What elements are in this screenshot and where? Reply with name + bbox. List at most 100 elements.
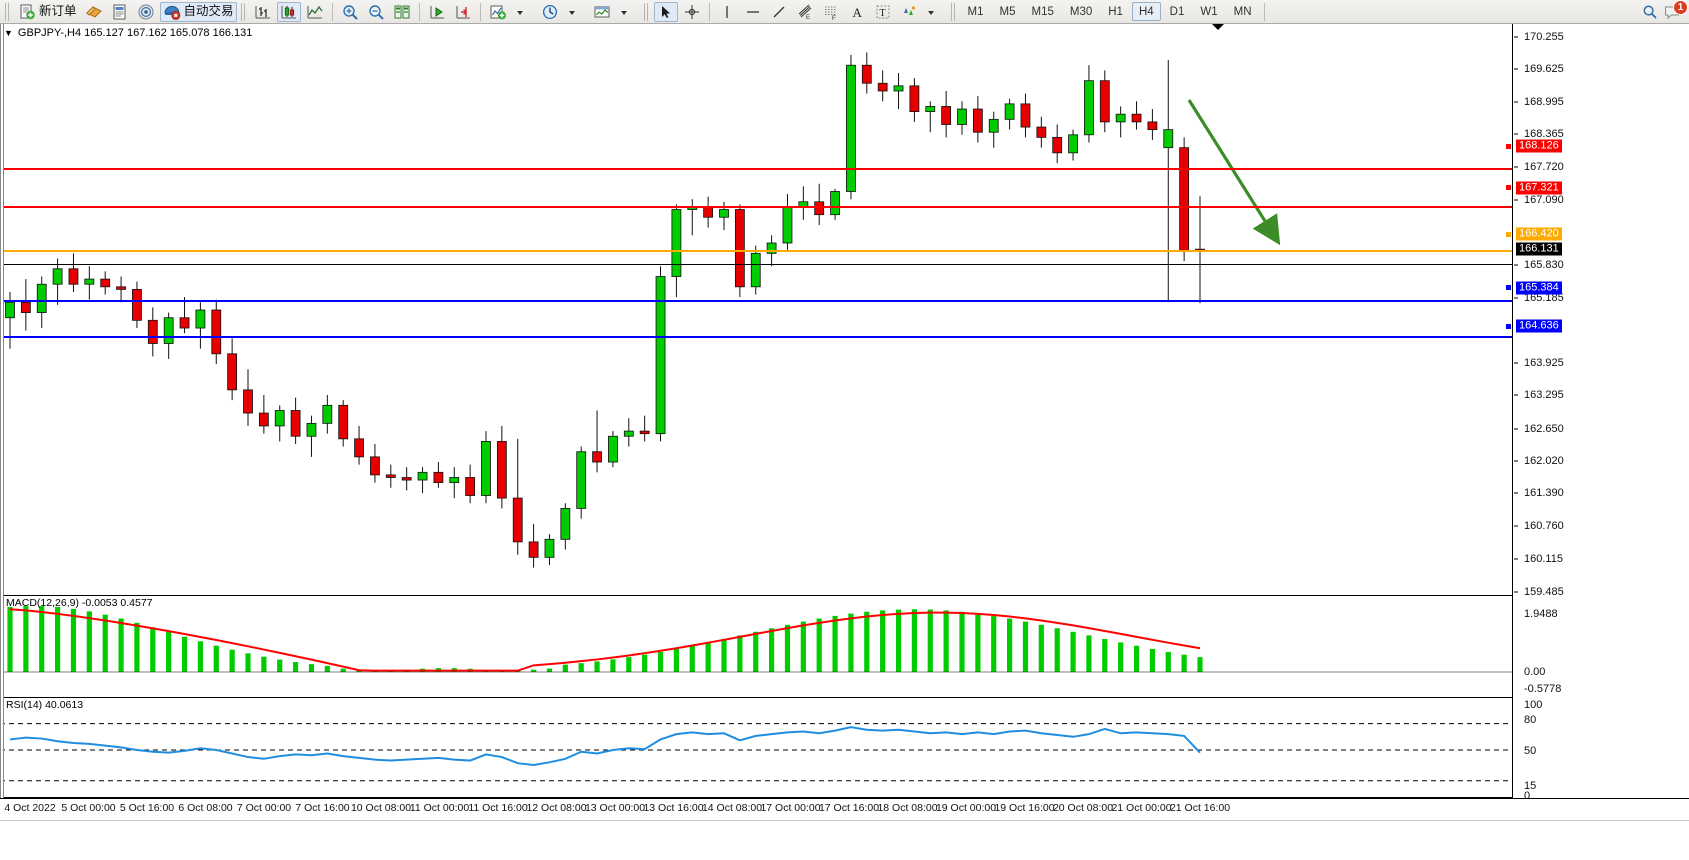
period-dropdown-button[interactable]: [564, 2, 588, 22]
time-axis-label: 17 Oct 16:00: [818, 802, 880, 814]
price-tick-mark: [1514, 394, 1518, 396]
expert-advisor-button[interactable]: [82, 2, 106, 22]
shapes-dropdown-button[interactable]: [923, 2, 947, 22]
text-label-icon: T: [874, 3, 892, 21]
shapes-icon: [900, 3, 918, 21]
price-tick-label: 168.365: [1524, 128, 1564, 141]
signals-button[interactable]: [134, 2, 158, 22]
timeframe-m1[interactable]: M1: [967, 5, 984, 18]
horizontal-line-icon: [744, 3, 762, 21]
trendline-button[interactable]: [767, 2, 791, 22]
auto-scroll-icon: [428, 3, 446, 21]
timeframe-d1[interactable]: D1: [1169, 5, 1185, 18]
time-axis-label: 21 Oct 00:00: [1111, 802, 1172, 814]
price-tick-mark: [1514, 558, 1518, 560]
price-tag-support[interactable]: 164.636: [1516, 319, 1562, 333]
price-tick-mark: [1514, 428, 1518, 430]
level-handle-resistance[interactable]: [1505, 142, 1512, 150]
data-window-button[interactable]: [108, 2, 132, 22]
zoom-out-button[interactable]: [364, 2, 388, 22]
price-tag-pivot[interactable]: 166.420: [1516, 227, 1562, 241]
templates-button[interactable]: [590, 2, 614, 22]
level-handle-resistance[interactable]: [1505, 184, 1512, 192]
auto-trading-label: 自动交易: [183, 4, 234, 19]
expert-advisor-icon: [85, 3, 103, 21]
collapse-arrow-icon[interactable]: ▼: [4, 27, 13, 38]
macd-pane[interactable]: MACD(12,26,9) -0.0053 0.4577: [0, 596, 1513, 698]
chart-shift-button[interactable]: [390, 2, 414, 22]
toolbar-grip-4[interactable]: [950, 2, 957, 21]
timeframe-h4[interactable]: H4: [1131, 2, 1161, 21]
templates-icon: [593, 3, 611, 21]
zoom-in-button[interactable]: [338, 2, 362, 22]
svg-text:A: A: [852, 5, 862, 20]
auto-trading-button[interactable]: 自动交易: [159, 1, 237, 22]
candlestick-chart-button[interactable]: [276, 1, 301, 22]
timeframe-m5[interactable]: M5: [999, 5, 1016, 18]
price-tick-label: 167.090: [1524, 193, 1564, 206]
time-axis-label: 20 Oct 08:00: [1052, 802, 1114, 814]
price-tag-current-price[interactable]: 166.131: [1516, 242, 1562, 256]
price-tag-resistance[interactable]: 168.126: [1516, 139, 1562, 153]
bar-chart-icon: [254, 3, 272, 21]
time-axis-label: 5 Oct 00:00: [61, 802, 116, 814]
time-axis-label: 7 Oct 16:00: [295, 802, 350, 814]
toolbar-separator-1: [331, 2, 333, 21]
add-indicator-button[interactable]: [486, 2, 510, 22]
price-tick-mark: [1514, 525, 1518, 527]
level-handle-support[interactable]: [1505, 322, 1512, 330]
rsi-series: [0, 723, 1512, 782]
period-button[interactable]: [538, 2, 562, 22]
indicator-dropdown-button[interactable]: [512, 2, 536, 22]
new-order-button[interactable]: 新订单: [15, 2, 80, 22]
price-tick-mark: [1514, 492, 1518, 494]
price-pane[interactable]: ▼ GBPJPY-,H4 165.127 167.162 165.078 166…: [0, 24, 1513, 596]
equidistant-channel-button[interactable]: E: [793, 2, 817, 22]
price-tag-resistance[interactable]: 167.321: [1516, 181, 1562, 195]
chart-area[interactable]: ▼ GBPJPY-,H4 165.127 167.162 165.078 166…: [0, 24, 1689, 860]
toolbar-grip-2[interactable]: [240, 2, 247, 21]
line-chart-button[interactable]: [303, 2, 327, 22]
chevron-down-icon: [515, 3, 533, 21]
main-toolbar: 新订单: [0, 0, 1689, 24]
price-tick-label: 165.830: [1524, 258, 1564, 271]
horizontal-line-button[interactable]: [741, 2, 765, 22]
price-scale[interactable]: 170.255 169.625 168.995 168.365 167.720 167.0…: [1514, 24, 1689, 802]
bar-chart-button[interactable]: [251, 2, 275, 22]
cursor-button[interactable]: [653, 1, 678, 22]
price-tick-mark: [1514, 133, 1518, 135]
rsi-tick-label: 15: [1524, 780, 1537, 792]
toolbar-separator-3: [479, 2, 481, 21]
price-tick-label: 160.760: [1524, 519, 1564, 532]
equidistant-channel-icon: E: [796, 3, 814, 21]
search-button[interactable]: [1638, 2, 1662, 22]
text-label-button[interactable]: T: [871, 2, 895, 22]
chevron-down-icon: [619, 3, 637, 21]
timeframe-h1[interactable]: H1: [1108, 5, 1123, 18]
level-handle-pivot[interactable]: [1505, 230, 1512, 238]
templates-dropdown-button[interactable]: [616, 2, 640, 22]
price-tick-mark: [1514, 68, 1518, 70]
timeframe-mn[interactable]: MN: [1233, 5, 1252, 18]
timeframe-w1[interactable]: W1: [1200, 5, 1218, 18]
auto-scroll-button[interactable]: [425, 2, 449, 22]
crosshair-button[interactable]: [680, 2, 704, 22]
chart-shift-marker[interactable]: [1212, 24, 1224, 30]
price-tag-support[interactable]: 165.384: [1516, 281, 1562, 295]
shapes-button[interactable]: [897, 2, 921, 22]
toolbar-grip-3[interactable]: [643, 2, 650, 21]
vertical-line-button[interactable]: [715, 2, 739, 22]
price-tick-label: 167.720: [1524, 161, 1564, 174]
rsi-pane[interactable]: RSI(14) 40.0613: [0, 698, 1513, 798]
timeframe-m15[interactable]: M15: [1031, 5, 1054, 18]
chart-shift-end-button[interactable]: [451, 2, 475, 22]
time-axis-label: 18 Oct 08:00: [877, 802, 938, 814]
text-button[interactable]: A: [845, 2, 869, 22]
level-handle-support[interactable]: [1505, 284, 1512, 292]
toolbar-grip[interactable]: [5, 2, 11, 21]
notification-button[interactable]: 1: [1663, 0, 1688, 22]
fibonacci-button[interactable]: F: [819, 2, 843, 22]
timeframe-m30[interactable]: M30: [1069, 5, 1093, 18]
price-tick-mark: [1514, 36, 1518, 38]
period-icon: [541, 3, 559, 21]
